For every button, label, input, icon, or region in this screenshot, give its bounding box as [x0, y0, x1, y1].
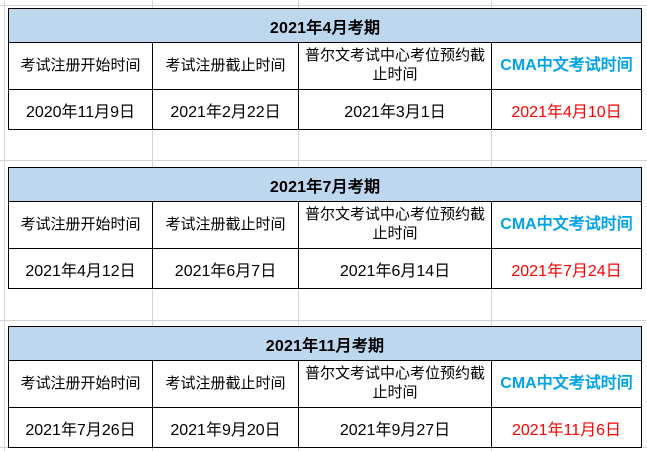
- exam-table-3: 2021年11月考期 考试注册开始时间 考试注册截止时间 普尔文考试中心考位预约…: [7, 326, 643, 448]
- column-header-registration-deadline: 考试注册截止时间: [152, 360, 299, 408]
- column-header-prometric-booking-deadline: 普尔文考试中心考位预约截止时间: [298, 201, 492, 249]
- table-row: 2020年11月9日 2021年2月22日 2021年3月1日 2021年4月1…: [8, 89, 643, 130]
- table-title-row: 2021年4月考期: [7, 8, 643, 43]
- column-header-registration-deadline: 考试注册截止时间: [152, 42, 299, 90]
- cell-registration-start: 2020年11月9日: [8, 89, 153, 130]
- table-row: 2021年4月12日 2021年6月7日 2021年6月14日 2021年7月2…: [8, 248, 643, 289]
- cell-prometric-booking-deadline: 2021年3月1日: [298, 89, 492, 130]
- table-title: 2021年11月考期: [7, 326, 643, 361]
- cell-prometric-booking-deadline: 2021年6月14日: [298, 248, 492, 289]
- column-header-registration-start: 考试注册开始时间: [8, 42, 153, 90]
- table-header-row: 考试注册开始时间 考试注册截止时间 普尔文考试中心考位预约截止时间 CMA中文考…: [8, 42, 643, 90]
- table-row: 2021年7月26日 2021年9月20日 2021年9月27日 2021年11…: [8, 407, 643, 448]
- table-header-row: 考试注册开始时间 考试注册截止时间 普尔文考试中心考位预约截止时间 CMA中文考…: [8, 360, 643, 408]
- column-header-prometric-booking-deadline: 普尔文考试中心考位预约截止时间: [298, 360, 492, 408]
- cell-prometric-booking-deadline: 2021年9月27日: [298, 407, 492, 448]
- table-title-row: 2021年7月考期: [7, 167, 643, 202]
- cell-cma-exam-date: 2021年7月24日: [490, 248, 643, 289]
- table-title: 2021年4月考期: [7, 8, 643, 43]
- cell-cma-exam-date: 2021年4月10日: [490, 89, 643, 130]
- cell-registration-start: 2021年7月26日: [8, 407, 153, 448]
- cell-registration-deadline: 2021年6月7日: [152, 248, 299, 289]
- column-header-cma-exam-date: CMA中文考试时间: [490, 42, 643, 90]
- cell-registration-deadline: 2021年2月22日: [152, 89, 299, 130]
- table-header-row: 考试注册开始时间 考试注册截止时间 普尔文考试中心考位预约截止时间 CMA中文考…: [8, 201, 643, 249]
- cell-cma-exam-date: 2021年11月6日: [490, 407, 643, 448]
- table-title: 2021年7月考期: [7, 167, 643, 202]
- column-header-registration-start: 考试注册开始时间: [8, 201, 153, 249]
- column-header-registration-start: 考试注册开始时间: [8, 360, 153, 408]
- column-header-prometric-booking-deadline: 普尔文考试中心考位预约截止时间: [298, 42, 492, 90]
- column-header-registration-deadline: 考试注册截止时间: [152, 201, 299, 249]
- exam-table-1: 2021年4月考期 考试注册开始时间 考试注册截止时间 普尔文考试中心考位预约截…: [7, 8, 643, 130]
- column-header-cma-exam-date: CMA中文考试时间: [490, 360, 643, 408]
- table-title-row: 2021年11月考期: [7, 326, 643, 361]
- column-header-cma-exam-date: CMA中文考试时间: [490, 201, 643, 249]
- cell-registration-deadline: 2021年9月20日: [152, 407, 299, 448]
- exam-table-2: 2021年7月考期 考试注册开始时间 考试注册截止时间 普尔文考试中心考位预约截…: [7, 167, 643, 289]
- cell-registration-start: 2021年4月12日: [8, 248, 153, 289]
